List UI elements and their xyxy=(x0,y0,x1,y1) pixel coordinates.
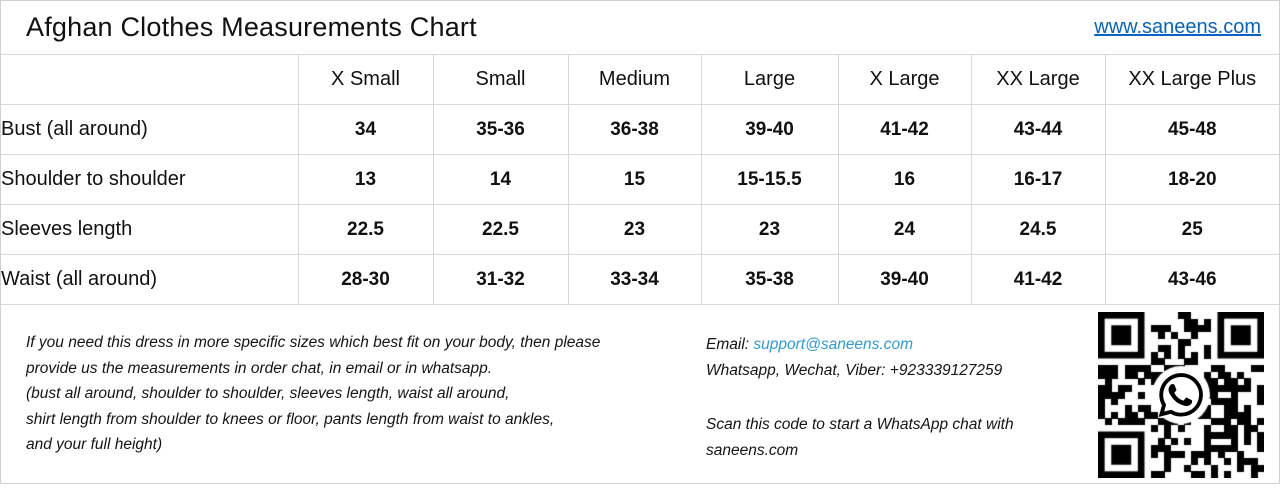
scan-caption: Scan this code to start a WhatsApp chat … xyxy=(706,412,1014,464)
measurement-cell: 34 xyxy=(297,104,434,155)
measurement-cell: 39-40 xyxy=(837,254,972,305)
corner-cell xyxy=(1,55,299,105)
title-bar: Afghan Clothes Measurements Chart www.sa… xyxy=(1,1,1279,55)
row-label: Waist (all around) xyxy=(1,254,299,305)
size-header-row: X Small Small Medium Large X Large XX La… xyxy=(1,55,1279,105)
sizing-note-line: and your full height) xyxy=(26,436,163,453)
measurement-cell: 36-38 xyxy=(567,104,702,155)
messengers-line: Whatsapp, Wechat, Viber: +923339127259 xyxy=(706,362,1003,379)
measurement-cell: 39-40 xyxy=(700,104,839,155)
measurement-cell: 15-15.5 xyxy=(700,154,839,205)
table-row-shoulder: Shoulder to shoulder 13 14 15 15-15.5 16… xyxy=(1,154,1279,205)
table-row-waist: Waist (all around) 28-30 31-32 33-34 35-… xyxy=(1,254,1279,305)
contact-block: Email: support@saneens.com Whatsapp, Wec… xyxy=(706,332,1002,384)
size-header: Large xyxy=(700,55,839,105)
measurement-cell: 35-36 xyxy=(432,104,569,155)
size-header: X Large xyxy=(837,55,972,105)
size-header: XX Large xyxy=(970,55,1106,105)
page-title: Afghan Clothes Measurements Chart xyxy=(26,12,477,42)
measurement-cell: 25 xyxy=(1104,204,1279,255)
whatsapp-qr-code xyxy=(1098,312,1264,478)
sizing-note: If you need this dress in more specific … xyxy=(26,330,600,458)
measurement-cell: 41-42 xyxy=(837,104,972,155)
website-link[interactable]: www.saneens.com xyxy=(1094,16,1261,38)
measurement-cell: 13 xyxy=(297,154,434,205)
email-label: Email: xyxy=(706,336,750,353)
size-header: Small xyxy=(432,55,569,105)
measurement-cell: 31-32 xyxy=(432,254,569,305)
measurement-cell: 23 xyxy=(567,204,702,255)
table-row-bust: Bust (all around) 34 35-36 36-38 39-40 4… xyxy=(1,104,1279,155)
email-line: Email: support@saneens.com xyxy=(706,332,1002,358)
scan-caption-line: saneens.com xyxy=(706,442,799,459)
measurement-cell: 28-30 xyxy=(297,254,434,305)
row-label: Bust (all around) xyxy=(1,104,299,155)
measurement-cell: 43-46 xyxy=(1104,254,1279,305)
measurement-cell: 18-20 xyxy=(1104,154,1279,205)
sizing-note-line: (bust all around, shoulder to shoulder, … xyxy=(26,385,510,402)
table-row-sleeves: Sleeves length 22.5 22.5 23 23 24 24.5 2… xyxy=(1,204,1279,255)
measurement-cell: 16-17 xyxy=(970,154,1106,205)
measurement-cell: 41-42 xyxy=(970,254,1106,305)
measurements-table: X Small Small Medium Large X Large XX La… xyxy=(1,55,1279,305)
measurement-cell: 23 xyxy=(700,204,839,255)
measurement-cell: 22.5 xyxy=(432,204,569,255)
measurement-cell: 14 xyxy=(432,154,569,205)
measurement-cell: 35-38 xyxy=(700,254,839,305)
measurement-cell: 16 xyxy=(837,154,972,205)
measurement-cell: 22.5 xyxy=(297,204,434,255)
size-header: XX Large Plus xyxy=(1104,55,1279,105)
measurement-cell: 43-44 xyxy=(970,104,1106,155)
sizing-note-line: If you need this dress in more specific … xyxy=(26,334,601,351)
size-header: Medium xyxy=(567,55,702,105)
size-header: X Small xyxy=(297,55,434,105)
sizing-note-line: provide us the measurements in order cha… xyxy=(26,359,493,377)
sizing-note-line: shirt length from shoulder to knees or f… xyxy=(26,410,555,428)
scan-caption-line: Scan this code to start a WhatsApp chat … xyxy=(706,416,1014,433)
whatsapp-icon xyxy=(1158,373,1203,417)
row-label: Sleeves length xyxy=(1,204,299,255)
measurement-cell: 33-34 xyxy=(567,254,702,305)
measurement-cell: 24 xyxy=(837,204,972,255)
footer-section: If you need this dress in more specific … xyxy=(1,306,1279,483)
measurement-cell: 24.5 xyxy=(970,204,1106,255)
email-link[interactable]: support@saneens.com xyxy=(753,336,914,353)
measurement-cell: 45-48 xyxy=(1104,104,1279,155)
row-label: Shoulder to shoulder xyxy=(1,154,299,205)
measurement-cell: 15 xyxy=(567,154,702,205)
